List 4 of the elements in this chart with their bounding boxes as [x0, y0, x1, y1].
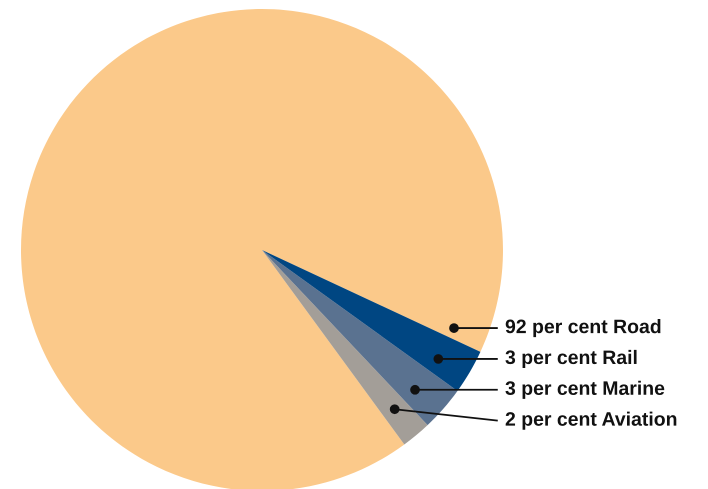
- slice-label: 3 per cent Rail: [505, 350, 637, 368]
- slice-label: 3 per cent Marine: [505, 380, 664, 399]
- slice-label: 2 per cent Aviation: [506, 412, 676, 430]
- slice-label: 92 per cent Road: [506, 319, 660, 338]
